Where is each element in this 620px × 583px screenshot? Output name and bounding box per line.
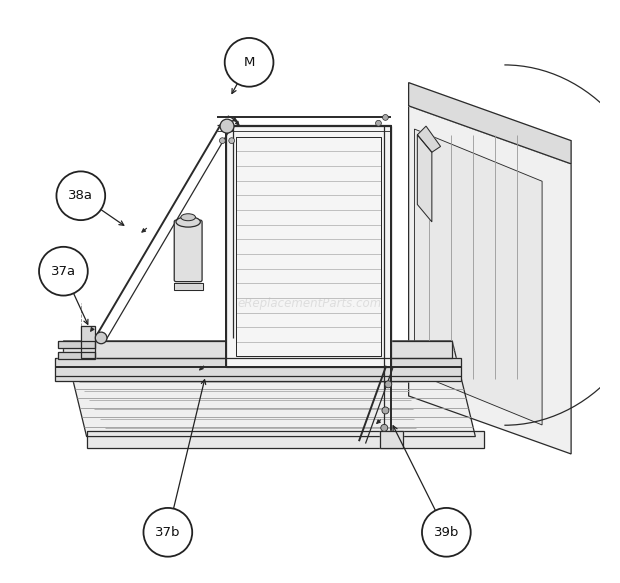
Polygon shape bbox=[63, 355, 420, 373]
Circle shape bbox=[376, 120, 381, 126]
Text: eReplacementParts.com: eReplacementParts.com bbox=[238, 297, 382, 310]
Circle shape bbox=[383, 114, 388, 120]
Circle shape bbox=[143, 508, 192, 557]
Polygon shape bbox=[226, 126, 391, 367]
Polygon shape bbox=[174, 283, 203, 290]
Polygon shape bbox=[58, 341, 95, 348]
Polygon shape bbox=[409, 106, 571, 454]
Polygon shape bbox=[409, 83, 571, 164]
Polygon shape bbox=[63, 355, 403, 378]
Circle shape bbox=[56, 171, 105, 220]
Polygon shape bbox=[63, 341, 452, 358]
Text: 39b: 39b bbox=[433, 526, 459, 539]
Text: 37b: 37b bbox=[155, 526, 180, 539]
Circle shape bbox=[95, 332, 107, 344]
Polygon shape bbox=[417, 135, 432, 222]
Polygon shape bbox=[417, 126, 441, 152]
Text: M: M bbox=[244, 56, 255, 69]
Polygon shape bbox=[58, 352, 95, 359]
Circle shape bbox=[381, 424, 388, 431]
Circle shape bbox=[39, 247, 88, 296]
Ellipse shape bbox=[176, 217, 200, 227]
Circle shape bbox=[224, 38, 273, 87]
Circle shape bbox=[422, 508, 471, 557]
Polygon shape bbox=[63, 341, 476, 437]
Circle shape bbox=[385, 381, 392, 388]
Text: 37a: 37a bbox=[51, 265, 76, 278]
Circle shape bbox=[219, 138, 225, 143]
Polygon shape bbox=[414, 129, 542, 425]
Polygon shape bbox=[379, 431, 403, 448]
Circle shape bbox=[229, 138, 234, 143]
FancyBboxPatch shape bbox=[174, 220, 202, 282]
Ellipse shape bbox=[181, 214, 195, 221]
Polygon shape bbox=[87, 431, 484, 448]
Text: 38a: 38a bbox=[68, 189, 94, 202]
Circle shape bbox=[220, 119, 234, 133]
Circle shape bbox=[382, 407, 389, 414]
Polygon shape bbox=[81, 326, 95, 358]
Polygon shape bbox=[55, 358, 461, 381]
